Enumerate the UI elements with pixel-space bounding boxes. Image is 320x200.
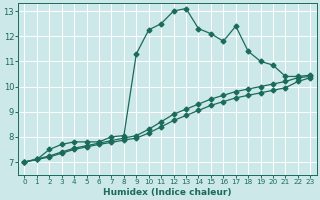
X-axis label: Humidex (Indice chaleur): Humidex (Indice chaleur) [103,188,232,197]
